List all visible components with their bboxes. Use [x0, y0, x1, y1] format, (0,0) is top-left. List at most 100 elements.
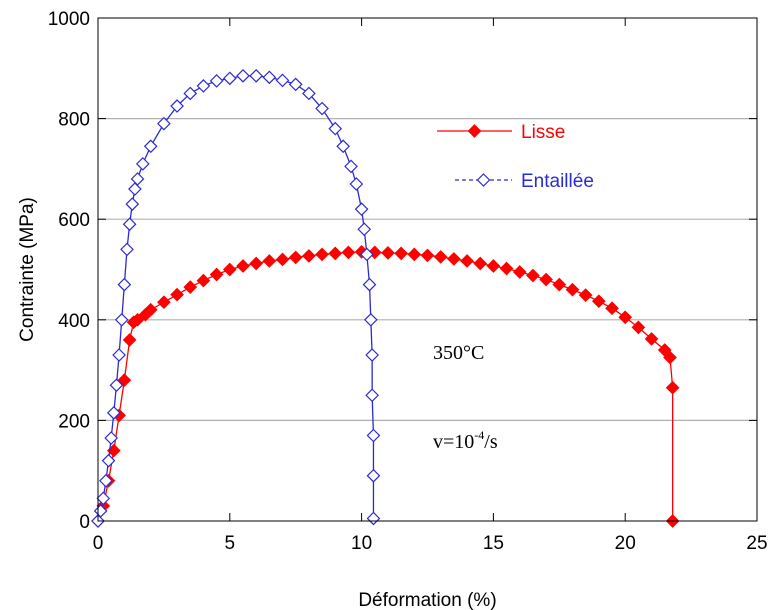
data-point — [366, 468, 381, 483]
y-axis-label: Contrainte (MPa) — [17, 197, 38, 342]
data-point — [128, 182, 142, 196]
data-point — [367, 245, 382, 260]
data-point — [122, 333, 137, 347]
data-point — [473, 256, 488, 271]
data-point — [618, 310, 633, 325]
data-point — [262, 254, 277, 268]
data-point — [360, 247, 374, 262]
data-point — [328, 246, 343, 261]
data-point — [354, 202, 369, 216]
x-axis-label: Déformation (%) — [358, 590, 496, 610]
data-point — [275, 73, 290, 88]
data-point — [236, 259, 250, 273]
data-point — [170, 99, 184, 113]
data-point — [344, 159, 358, 174]
data-point — [447, 252, 461, 266]
data-point — [249, 68, 264, 83]
data-point — [539, 272, 553, 287]
data-point — [196, 79, 211, 93]
data-point — [512, 265, 527, 279]
y-tick-label: 200 — [58, 411, 90, 432]
data-point — [315, 101, 329, 116]
data-point — [605, 301, 619, 316]
data-point — [302, 86, 316, 101]
data-point — [114, 312, 129, 327]
data-point — [365, 388, 379, 403]
data-point — [143, 302, 158, 317]
data-point — [328, 121, 343, 136]
data-point — [394, 246, 408, 261]
data-point — [183, 86, 198, 101]
y-tick-label: 600 — [58, 210, 90, 231]
data-point — [117, 373, 132, 388]
data-point — [366, 428, 381, 443]
data-point — [157, 295, 171, 310]
strain-rate-unit: /s — [484, 431, 498, 453]
data-point — [222, 71, 237, 86]
series-line — [97, 75, 375, 522]
data-point — [565, 282, 580, 297]
data-point — [302, 249, 316, 263]
data-point — [96, 491, 111, 506]
data-point — [275, 252, 290, 267]
data-point — [157, 116, 171, 131]
data-point — [209, 74, 224, 88]
legend: Lisse Entaillée — [437, 122, 594, 192]
data-point — [433, 250, 448, 264]
data-point — [362, 277, 377, 292]
data-point — [420, 248, 435, 263]
data-point — [125, 197, 140, 211]
data-point — [143, 139, 158, 154]
data-point — [130, 172, 145, 186]
data-point — [249, 256, 264, 271]
data-point — [288, 250, 303, 265]
data-point — [122, 217, 137, 232]
legend-label: Lisse — [521, 122, 565, 143]
data-point — [183, 280, 198, 294]
data-point — [486, 259, 501, 273]
y-tick-label: 400 — [58, 311, 90, 332]
series-entaillee — [91, 68, 381, 528]
data-point — [130, 312, 145, 327]
y-tick-label: 1000 — [48, 9, 90, 30]
x-tick-label: 25 — [746, 533, 767, 554]
data-point — [665, 380, 680, 395]
data-point — [209, 267, 224, 282]
data-point — [288, 77, 303, 92]
data-point — [112, 348, 126, 362]
legend-marker — [476, 173, 491, 187]
data-point — [336, 139, 350, 154]
data-point — [578, 288, 593, 303]
data-point — [109, 378, 124, 393]
data-point — [357, 222, 372, 237]
x-tick-label: 10 — [351, 533, 372, 554]
strain-rate-exponent: -4 — [474, 428, 484, 442]
x-tick-label: 15 — [483, 533, 504, 554]
data-point — [236, 68, 250, 83]
y-tick-label: 800 — [58, 110, 90, 131]
data-point — [499, 261, 514, 276]
x-tick-label: 20 — [615, 533, 636, 554]
data-point — [526, 268, 540, 283]
data-point — [135, 157, 150, 171]
data-point — [552, 277, 567, 292]
y-tick-label: 0 — [79, 512, 90, 533]
data-point — [222, 262, 237, 277]
data-point — [460, 254, 474, 268]
data-point — [631, 320, 646, 335]
data-point — [644, 332, 659, 346]
data-point — [104, 431, 119, 445]
data-point — [365, 348, 379, 362]
data-point — [349, 177, 364, 191]
strain-rate-annotation: v=10-4/s — [433, 428, 498, 453]
data-point — [262, 70, 277, 85]
legend-marker — [467, 124, 482, 138]
data-point — [663, 350, 677, 365]
plot-frame — [97, 17, 758, 522]
data-point — [407, 247, 422, 262]
data-point — [196, 273, 211, 288]
data-point — [366, 511, 381, 526]
temperature-annotation: 350°C — [433, 342, 484, 364]
data-point — [101, 453, 116, 468]
